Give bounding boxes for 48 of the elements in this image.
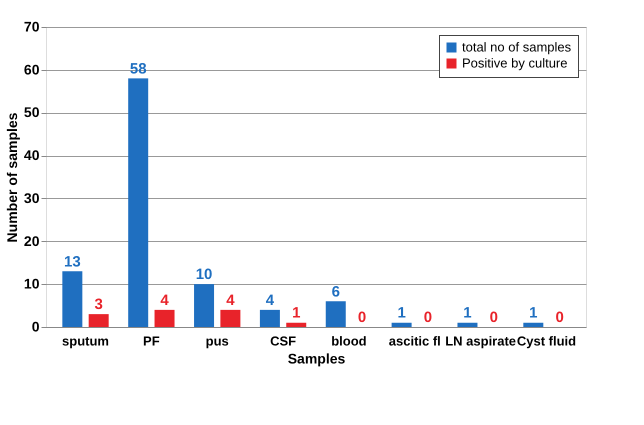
data-label: 4: [226, 292, 236, 309]
bar: [286, 322, 306, 327]
data-label: 58: [130, 60, 147, 78]
y-tick-label: 70: [24, 18, 40, 34]
y-tick-label: 50: [24, 104, 40, 120]
bar: [326, 301, 346, 327]
x-tick-label: LN aspirate: [445, 334, 516, 348]
y-axis-title: Number of samples: [4, 112, 20, 242]
x-tick-label: Cyst fluid: [516, 334, 576, 348]
data-label: 4: [266, 292, 275, 309]
data-label: 1: [397, 304, 406, 322]
data-label: 1: [292, 304, 300, 322]
legend-label: total no of samples: [462, 40, 572, 54]
data-label: 0: [490, 309, 498, 326]
x-tick-label: blood: [331, 334, 367, 348]
data-label: 3: [94, 296, 103, 314]
y-tick-label: 60: [24, 61, 40, 78]
bar: [194, 284, 214, 327]
bar: [62, 271, 82, 327]
x-tick-label: ascitic fl: [388, 334, 441, 348]
data-label: 13: [64, 253, 81, 270]
data-label: 0: [424, 309, 432, 326]
data-label: 4: [160, 292, 170, 309]
x-tick-label: CSF: [270, 334, 296, 348]
data-label: 0: [555, 309, 564, 326]
bar: [88, 314, 109, 327]
x-tick-label: PF: [143, 334, 160, 348]
legend-label: Positive by culture: [462, 56, 568, 70]
data-label: 6: [332, 283, 340, 300]
bar: [523, 322, 544, 327]
bar: [128, 78, 148, 327]
bar: [392, 322, 412, 327]
y-tick-label: 40: [24, 147, 40, 164]
x-tick-label: pus: [206, 334, 229, 348]
data-label: 10: [196, 266, 212, 284]
data-label: 0: [358, 309, 366, 326]
bar: [457, 322, 478, 327]
data-label: 1: [463, 304, 472, 322]
y-tick-label: 10: [24, 276, 40, 292]
bar: [154, 310, 175, 327]
y-tick-label: 20: [24, 232, 40, 249]
x-tick-label: sputum: [62, 334, 109, 348]
bar: [220, 310, 240, 327]
y-tick-label: 0: [32, 318, 40, 334]
y-tick-label: 30: [24, 190, 40, 206]
data-label: 1: [529, 304, 538, 322]
x-axis-title: Samples: [288, 350, 346, 366]
bar: [260, 310, 280, 327]
